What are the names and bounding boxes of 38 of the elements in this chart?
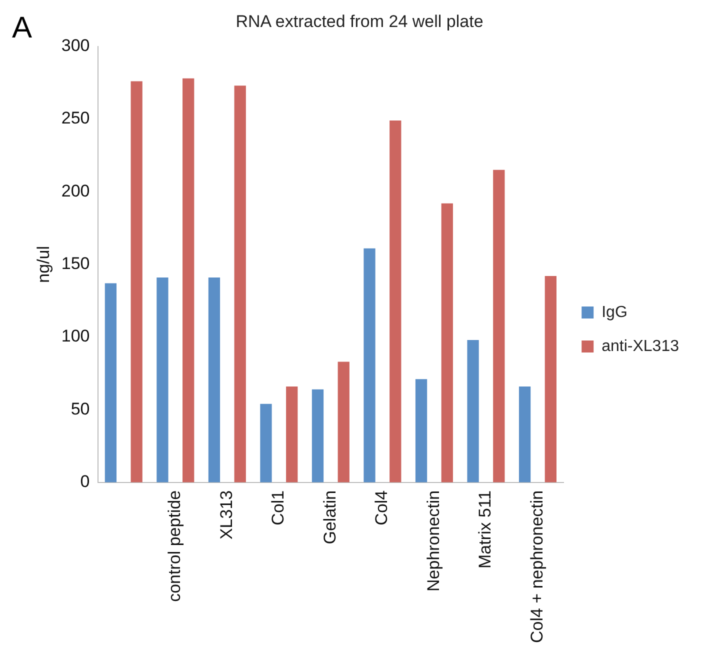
bar: [260, 404, 272, 482]
bar: [544, 276, 556, 482]
y-tick-label: 250: [61, 108, 90, 128]
bar: [104, 283, 117, 482]
bar: [312, 389, 324, 482]
chart-title: RNA extracted from 24 well plate: [236, 12, 484, 31]
bar: [364, 248, 376, 482]
bar: [156, 277, 168, 482]
bar: [441, 203, 453, 482]
y-tick-label: 150: [61, 254, 90, 274]
x-tick-label: control peptide: [165, 490, 184, 602]
y-axis-title: ng/ul: [34, 246, 53, 283]
y-tick-label: 100: [61, 326, 90, 346]
bar: [182, 78, 194, 482]
y-tick-label: 300: [61, 36, 90, 56]
y-tick-label: 0: [80, 472, 90, 492]
bar: [130, 81, 142, 482]
bar: [518, 386, 531, 482]
bar: [286, 386, 298, 482]
legend-label: anti-XL313: [602, 338, 680, 355]
x-tick-label: Matrix 511: [476, 490, 495, 568]
x-tick-label: XL313: [216, 490, 236, 540]
bar: [208, 277, 220, 482]
bar: [415, 379, 428, 482]
text: A: [12, 11, 32, 44]
x-tick-label: Col4 + nephronectin: [527, 490, 546, 644]
bar: [467, 340, 479, 482]
x-tick-label: Gelatin: [320, 490, 340, 544]
x-tick-label: Col4: [372, 490, 392, 526]
y-tick-label: 200: [61, 181, 90, 200]
bar: [390, 120, 402, 482]
bar: [338, 362, 350, 482]
x-tick-label: Nephronectin: [424, 490, 443, 592]
bar: [493, 170, 505, 482]
y-tick-label: 50: [70, 399, 90, 418]
bar: [234, 86, 246, 482]
legend-label: IgG: [602, 304, 628, 321]
x-tick-label: Col1: [268, 490, 288, 526]
